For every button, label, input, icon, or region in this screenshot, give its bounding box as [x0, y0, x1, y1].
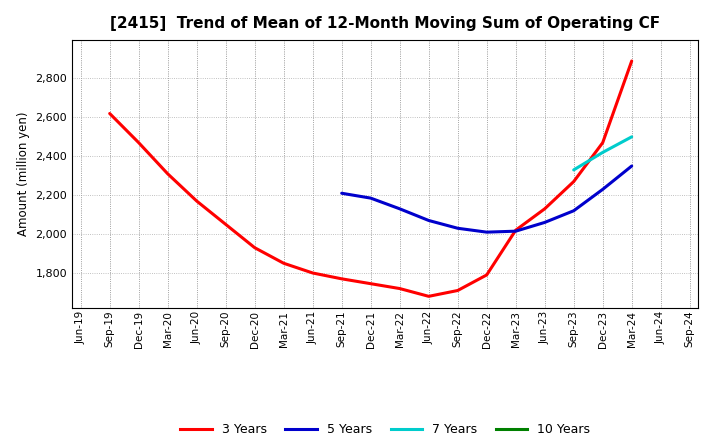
Title: [2415]  Trend of Mean of 12-Month Moving Sum of Operating CF: [2415] Trend of Mean of 12-Month Moving … — [110, 16, 660, 32]
Y-axis label: Amount (million yen): Amount (million yen) — [17, 112, 30, 236]
Legend: 3 Years, 5 Years, 7 Years, 10 Years: 3 Years, 5 Years, 7 Years, 10 Years — [176, 418, 595, 440]
